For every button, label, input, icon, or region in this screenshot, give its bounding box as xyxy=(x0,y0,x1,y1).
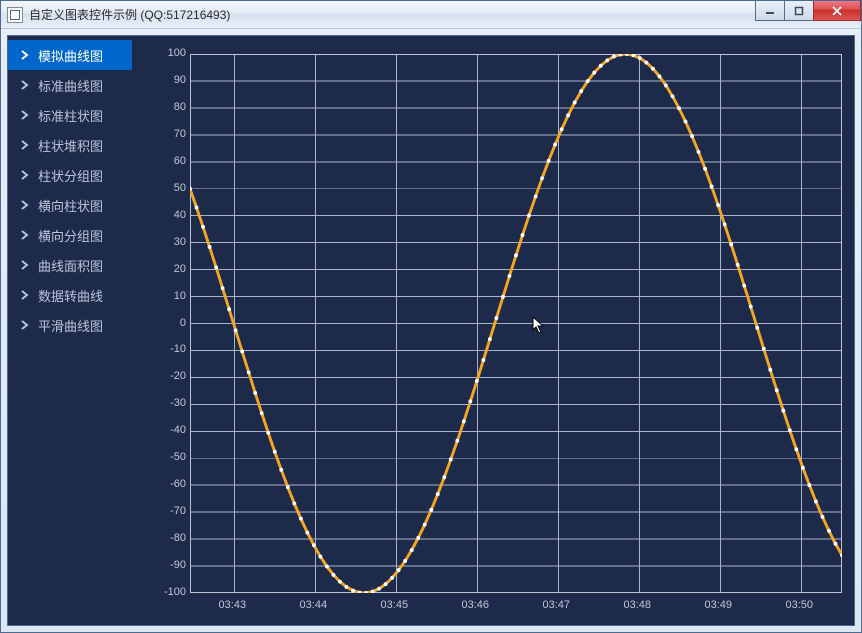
arrow-right-icon xyxy=(20,140,30,150)
sidebar-item-1[interactable]: 标准曲线图 xyxy=(8,70,132,100)
y-tick-label: 90 xyxy=(174,74,186,86)
y-tick-label: -90 xyxy=(170,559,186,571)
y-tick-label: 40 xyxy=(174,209,186,221)
sidebar-item-8[interactable]: 数据转曲线 xyxy=(8,280,132,310)
arrow-right-icon xyxy=(20,290,30,300)
maximize-button[interactable] xyxy=(784,1,814,21)
sidebar-item-label: 横向柱状图 xyxy=(38,196,103,215)
sidebar-item-5[interactable]: 横向柱状图 xyxy=(8,190,132,220)
x-tick-label: 03:48 xyxy=(624,599,652,611)
minimize-button[interactable] xyxy=(755,1,785,21)
sidebar-item-0[interactable]: 模拟曲线图 xyxy=(8,40,132,70)
sidebar-item-6[interactable]: 横向分组图 xyxy=(8,220,132,250)
y-tick-label: -60 xyxy=(170,478,186,490)
y-tick-label: 30 xyxy=(174,236,186,248)
y-tick-label: 50 xyxy=(174,182,186,194)
sidebar-item-label: 数据转曲线 xyxy=(38,286,103,305)
close-button[interactable] xyxy=(813,1,861,21)
y-tick-label: 80 xyxy=(174,101,186,113)
x-tick-label: 03:47 xyxy=(543,599,571,611)
arrow-right-icon xyxy=(20,260,30,270)
y-tick-label: 100 xyxy=(168,47,186,59)
titlebar[interactable]: 自定义图表控件示例 (QQ:517216493) xyxy=(1,1,861,29)
y-tick-label: 10 xyxy=(174,290,186,302)
arrow-right-icon xyxy=(20,320,30,330)
x-tick-label: 03:49 xyxy=(705,599,733,611)
y-tick-label: -30 xyxy=(170,397,186,409)
sidebar-item-label: 模拟曲线图 xyxy=(38,46,103,65)
y-tick-label: -70 xyxy=(170,505,186,517)
y-tick-label: 70 xyxy=(174,128,186,140)
window-title: 自定义图表控件示例 (QQ:517216493) xyxy=(29,6,230,23)
app-window: 自定义图表控件示例 (QQ:517216493) 模拟曲线图标准曲线图标准柱状图… xyxy=(0,0,862,633)
sidebar-item-label: 柱状堆积图 xyxy=(38,136,103,155)
y-tick-label: -100 xyxy=(164,586,186,598)
sidebar-item-label: 横向分组图 xyxy=(38,226,103,245)
client-area: 模拟曲线图标准曲线图标准柱状图柱状堆积图柱状分组图横向柱状图横向分组图曲线面积图… xyxy=(7,35,855,626)
arrow-right-icon xyxy=(20,230,30,240)
window-controls xyxy=(756,1,861,21)
y-tick-label: 0 xyxy=(180,317,186,329)
arrow-right-icon xyxy=(20,170,30,180)
x-tick-label: 03:50 xyxy=(786,599,814,611)
x-tick-label: 03:43 xyxy=(219,599,247,611)
x-tick-label: 03:46 xyxy=(462,599,490,611)
sidebar-item-label: 标准曲线图 xyxy=(38,76,103,95)
arrow-right-icon xyxy=(20,200,30,210)
sidebar-item-3[interactable]: 柱状堆积图 xyxy=(8,130,132,160)
x-tick-label: 03:44 xyxy=(300,599,328,611)
y-tick-label: -50 xyxy=(170,451,186,463)
y-tick-label: -20 xyxy=(170,370,186,382)
y-tick-label: -80 xyxy=(170,532,186,544)
x-tick-label: 03:45 xyxy=(381,599,409,611)
sidebar-item-label: 柱状分组图 xyxy=(38,166,103,185)
sidebar-item-label: 平滑曲线图 xyxy=(38,316,103,335)
sidebar-item-4[interactable]: 柱状分组图 xyxy=(8,160,132,190)
arrow-right-icon xyxy=(20,110,30,120)
app-icon xyxy=(7,7,23,23)
y-tick-label: -40 xyxy=(170,424,186,436)
line-chart xyxy=(190,54,842,593)
sidebar-item-9[interactable]: 平滑曲线图 xyxy=(8,310,132,340)
arrow-right-icon xyxy=(20,50,30,60)
sidebar-item-7[interactable]: 曲线面积图 xyxy=(8,250,132,280)
sidebar-item-label: 标准柱状图 xyxy=(38,106,103,125)
y-tick-label: 20 xyxy=(174,263,186,275)
sidebar-item-label: 曲线面积图 xyxy=(38,256,103,275)
chart-area: 1009080706050403020100-10-20-30-40-50-60… xyxy=(132,36,854,625)
sidebar-item-2[interactable]: 标准柱状图 xyxy=(8,100,132,130)
y-tick-label: -10 xyxy=(170,343,186,355)
sidebar: 模拟曲线图标准曲线图标准柱状图柱状堆积图柱状分组图横向柱状图横向分组图曲线面积图… xyxy=(8,36,132,625)
y-tick-label: 60 xyxy=(174,155,186,167)
arrow-right-icon xyxy=(20,80,30,90)
